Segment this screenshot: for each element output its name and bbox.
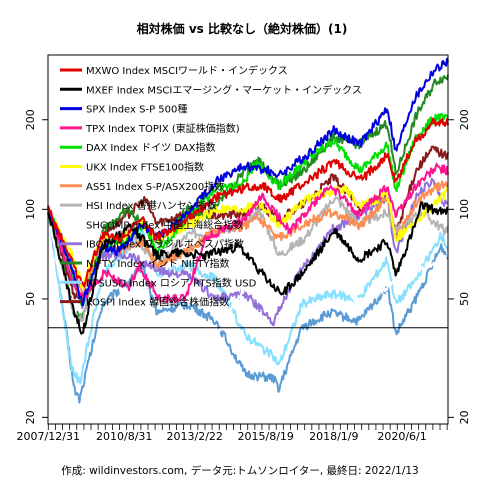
y-tick-label: 100	[24, 199, 37, 220]
series-line	[47, 180, 449, 299]
y-tick-label-right: 50	[458, 292, 471, 306]
axes: 20 50 100 200 20 50 100 200 2007/12/31 2010/8/31 2…	[17, 109, 471, 443]
series-line	[47, 117, 449, 288]
legend-label: KOSPI Index 韓国総合株価指数	[86, 296, 229, 309]
y-tick-label: 200	[24, 109, 37, 130]
legend-label: HSI Index 香港ハンセン指数	[86, 199, 217, 212]
legend-label: SPX Index S-P 500種	[86, 103, 187, 116]
legend-label: IBOV Index ブラジルボベスパ指数	[86, 238, 244, 251]
x-tick-label: 2010/8/31	[96, 430, 152, 443]
legend-label: AS51 Index S-P/ASX200指数	[86, 180, 224, 193]
x-tick-label: 2020/6/1	[377, 430, 426, 443]
series-line	[47, 207, 449, 385]
legend-label: SHCOMP Index 中国上海総合指数	[86, 218, 243, 231]
series-line	[47, 213, 449, 404]
series-line	[47, 201, 449, 335]
legend-label: MXWO Index MSCIワールド・インデックス	[86, 64, 288, 77]
chart-title: 相対株価 vs 比較なし（絶対株価）(1)	[137, 21, 348, 36]
series-line	[47, 162, 449, 304]
y-tick-label-right: 100	[458, 199, 471, 220]
x-tick-label: 2013/2/22	[167, 430, 223, 443]
legend-label: NIFTY Index インド NIFTY指数	[86, 257, 230, 270]
legend-label: TPX Index TOPIX (東証株価指数)	[85, 122, 240, 135]
y-tick-label: 50	[24, 292, 37, 306]
y-tick-label-right: 200	[458, 109, 471, 130]
legend-label: MXEF Index MSCIエマージング・マーケット・インデックス	[86, 83, 362, 96]
x-tick-label: 2007/12/31	[17, 430, 80, 443]
x-tick-label: 2018/1/9	[309, 430, 358, 443]
y-tick-label: 20	[24, 410, 37, 424]
legend: MXWO Index MSCIワールド・インデックス MXEF Index MSC…	[60, 64, 362, 309]
plot-area	[47, 57, 449, 404]
legend-label: DAX Index ドイツ DAX指数	[86, 141, 216, 154]
series-line	[47, 57, 449, 307]
x-tick-label: 2015/8/19	[238, 430, 294, 443]
legend-label: RTSUSD Index ロシア RTS指数 USD	[86, 276, 257, 289]
y-tick-label-right: 20	[458, 410, 471, 424]
series-line	[47, 211, 449, 356]
chart-footer: 作成: wildinvestors.com, データ元:トムソンロイター, 最終…	[61, 464, 418, 477]
legend-label: UKX Index FTSE100指数	[86, 161, 204, 174]
